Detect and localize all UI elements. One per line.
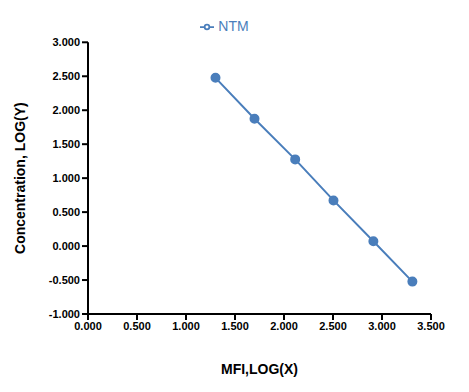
svg-text:0.500: 0.500 [123, 320, 151, 332]
svg-text:2.000: 2.000 [270, 320, 298, 332]
svg-text:MFI,LOG(X): MFI,LOG(X) [221, 361, 298, 377]
svg-text:1.500: 1.500 [52, 138, 80, 150]
svg-text:-1.000: -1.000 [49, 308, 80, 320]
html-text:NTM: NTM [218, 18, 249, 34]
svg-text:0.000: 0.000 [74, 320, 102, 332]
svg-text:1.500: 1.500 [221, 320, 249, 332]
svg-text:3.000: 3.000 [52, 36, 80, 48]
svg-text:3.000: 3.000 [368, 320, 396, 332]
svg-text:Concentration, LOG(Y): Concentration, LOG(Y) [12, 102, 28, 254]
svg-text:2.500: 2.500 [319, 320, 347, 332]
svg-text:0.500: 0.500 [52, 206, 80, 218]
svg-text:0.000: 0.000 [52, 240, 80, 252]
svg-text:1.000: 1.000 [172, 320, 200, 332]
svg-text:2.500: 2.500 [52, 70, 80, 82]
svg-text:1.000: 1.000 [52, 172, 80, 184]
svg-text:-0.500: -0.500 [49, 274, 80, 286]
svg-text:3.500: 3.500 [417, 320, 445, 332]
svg-text:2.000: 2.000 [52, 104, 80, 116]
